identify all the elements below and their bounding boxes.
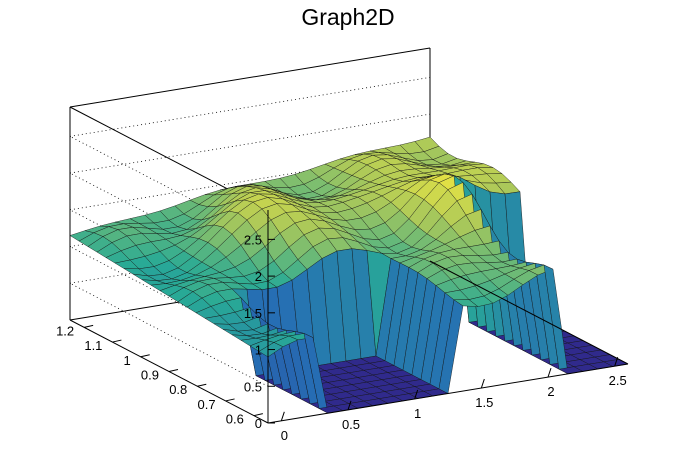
y-tick: [253, 413, 263, 417]
grid-line-back-wall: [69, 113, 431, 174]
y-tick-label: 1.2: [56, 323, 74, 338]
x-tick-label: 0.5: [342, 417, 360, 432]
y-tick: [84, 324, 94, 328]
x-tick: [280, 411, 285, 421]
z-tick-label: 2: [255, 269, 262, 284]
x-tick: [547, 367, 552, 378]
back-top-edge: [69, 47, 431, 108]
y-tick: [225, 398, 235, 402]
chart-title: Graph2D: [301, 4, 395, 30]
grid-line-back-wall: [69, 76, 431, 137]
surface: [69, 136, 629, 414]
y-tick: [197, 383, 207, 387]
y-tick: [168, 369, 179, 372]
y-tick: [140, 354, 150, 358]
z-tick-label: 1: [255, 343, 262, 358]
y-tick-label: 0.9: [141, 368, 159, 383]
x-tick-label: 1: [414, 406, 421, 421]
x-tick-label: 0: [281, 428, 288, 443]
front-box-frame: [267, 210, 629, 424]
axis-ticks: 0 0.5 1 1.5 2 2.5 0 0.5 1 1.5 2 2.5 0.6 0.7 0.8 0.9 1 1.1…: [56, 232, 627, 442]
front-floor-edge: [267, 363, 629, 424]
z-tick-label: 0: [255, 416, 262, 431]
z-tick-label: 2.5: [244, 232, 262, 247]
y-tick-label: 1: [123, 353, 130, 368]
x-tick-label: 2: [547, 384, 554, 399]
x-tick: [414, 389, 419, 400]
y-tick-label: 0.7: [197, 397, 215, 412]
y-tick-label: 0.8: [169, 382, 187, 397]
x-tick-label: 1.5: [475, 395, 493, 410]
z-tick-label: 0.5: [244, 379, 262, 394]
z-tick-label: 1.5: [244, 306, 262, 321]
y-tick: [112, 339, 122, 343]
y-tick-label: 1.1: [84, 338, 102, 353]
x-tick: [347, 400, 352, 411]
x-tick-label: 2.5: [609, 373, 627, 388]
right-floor-edge: [429, 260, 629, 365]
y-tick-label: 0.6: [226, 412, 244, 427]
x-tick: [614, 357, 619, 367]
x-tick: [480, 378, 485, 389]
